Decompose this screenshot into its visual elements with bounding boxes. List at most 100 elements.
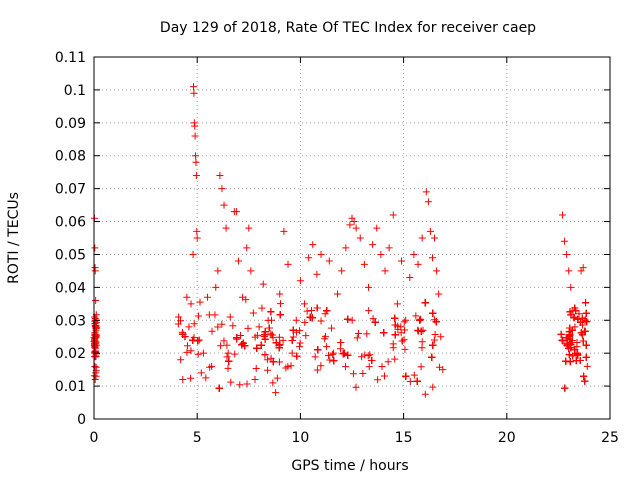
y-tick-label: 0 <box>77 412 86 428</box>
x-tick-label: 15 <box>395 430 413 446</box>
data-point <box>91 362 99 370</box>
data-point <box>236 332 244 340</box>
data-point <box>398 337 406 345</box>
data-point <box>218 320 226 328</box>
data-point <box>569 306 577 314</box>
plot-frame <box>93 56 611 420</box>
data-point <box>191 132 199 140</box>
data-point <box>325 257 333 265</box>
data-point <box>439 366 447 374</box>
data-point <box>234 257 242 265</box>
x-tick-label: 0 <box>90 430 99 446</box>
data-point <box>267 330 275 338</box>
data-point <box>205 311 213 319</box>
data-point <box>567 341 575 349</box>
data-point <box>91 267 99 275</box>
data-point <box>222 224 230 232</box>
data-point <box>277 300 285 308</box>
data-point <box>244 324 252 332</box>
data-point <box>324 351 332 359</box>
data-point <box>570 313 578 321</box>
data-point <box>576 356 584 364</box>
data-point <box>214 323 222 331</box>
data-point <box>414 326 422 334</box>
data-point <box>231 350 239 358</box>
data-point <box>183 348 191 356</box>
data-point <box>562 357 570 365</box>
data-point <box>215 384 223 392</box>
data-point <box>334 290 342 298</box>
data-point <box>360 260 368 268</box>
data-point <box>317 362 325 370</box>
data-point <box>225 357 233 365</box>
data-point <box>565 351 573 359</box>
data-point <box>197 369 205 377</box>
data-point <box>400 318 408 326</box>
data-point <box>187 300 195 308</box>
data-point <box>389 340 397 348</box>
data-point <box>275 358 283 366</box>
data-point <box>91 343 99 351</box>
data-point <box>239 339 247 347</box>
data-point <box>410 250 418 258</box>
data-point <box>261 328 269 336</box>
data-point <box>306 313 314 321</box>
data-point <box>358 353 366 361</box>
y-tick-label: 0.11 <box>55 50 86 66</box>
data-point <box>193 234 201 242</box>
data-point <box>187 347 195 355</box>
data-point <box>303 307 311 315</box>
data-point <box>243 244 251 252</box>
data-point <box>394 325 402 333</box>
data-point <box>582 341 590 349</box>
data-point <box>263 356 271 364</box>
data-point <box>226 313 234 321</box>
data-point <box>317 317 325 325</box>
data-point <box>295 343 303 351</box>
data-point <box>417 315 425 323</box>
data-point <box>426 227 434 235</box>
data-point <box>91 376 99 384</box>
data-point <box>393 300 401 308</box>
data-point <box>330 357 338 365</box>
data-point <box>342 363 350 371</box>
data-point <box>204 293 212 301</box>
data-point <box>414 260 422 268</box>
data-point <box>365 307 373 315</box>
data-point <box>288 336 296 344</box>
data-point <box>582 299 590 307</box>
data-point <box>424 198 432 206</box>
data-points <box>90 83 591 398</box>
data-point <box>323 307 331 315</box>
data-point <box>326 356 334 364</box>
x-axis-label: GPS time / hours <box>291 458 408 474</box>
data-point <box>264 366 272 374</box>
data-point <box>216 171 224 179</box>
data-point <box>196 298 204 306</box>
data-point <box>363 330 371 338</box>
data-point <box>236 381 244 389</box>
data-point <box>247 267 255 275</box>
data-point <box>202 374 210 382</box>
data-point <box>402 316 410 324</box>
data-point <box>251 333 259 341</box>
data-point <box>429 341 437 349</box>
data-point <box>355 329 363 337</box>
data-point <box>233 334 241 342</box>
data-point <box>384 358 392 366</box>
data-point <box>313 304 321 312</box>
data-point <box>582 353 590 361</box>
data-point <box>191 122 199 130</box>
grid-layer <box>94 57 610 419</box>
data-point <box>428 353 436 361</box>
data-point <box>337 338 345 346</box>
data-point <box>190 89 198 97</box>
data-point <box>183 293 191 301</box>
data-point <box>208 362 216 370</box>
data-point <box>275 344 283 352</box>
data-point <box>258 304 266 312</box>
data-point <box>289 326 297 334</box>
data-point <box>289 333 297 341</box>
y-tick-label: 0.04 <box>55 280 86 296</box>
